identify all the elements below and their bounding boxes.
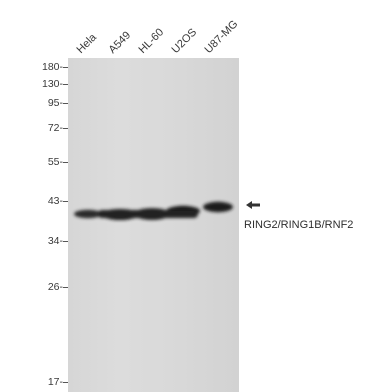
marker-tick	[63, 67, 68, 68]
marker-tick	[63, 287, 68, 288]
band-smear	[98, 210, 198, 218]
marker-tick	[63, 241, 68, 242]
marker-tick	[63, 382, 68, 383]
marker-34: 34-	[47, 235, 63, 247]
marker-130: 130-	[41, 78, 63, 90]
lane-label-hela: Hela	[74, 31, 99, 56]
band-group	[74, 201, 233, 220]
marker-17: 17-	[47, 376, 63, 388]
blot-bands	[74, 201, 233, 220]
marker-tick	[63, 162, 68, 163]
marker-72: 72-	[47, 122, 63, 134]
arrow-left-icon	[246, 201, 260, 209]
lane-label-u2os: U2OS	[169, 26, 200, 56]
lane-label-a549: A549	[106, 29, 134, 56]
marker-43: 43-	[47, 195, 63, 207]
target-protein-label: RING2/RING1B/RNF2	[244, 219, 354, 231]
lane-label-u87mg: U87-MG	[202, 18, 241, 56]
lane-label-hl60: HL-60	[136, 26, 167, 56]
marker-55: 55-	[47, 156, 63, 168]
marker-26: 26-	[47, 281, 63, 293]
band-hela	[74, 209, 102, 219]
marker-180: 180-	[41, 61, 63, 73]
marker-tick	[63, 201, 68, 202]
marker-tick	[63, 128, 68, 129]
marker-tick	[63, 84, 68, 85]
band-u87mg	[203, 201, 233, 213]
blot-membrane	[68, 58, 239, 392]
marker-95: 95-	[47, 97, 63, 109]
marker-tick	[63, 103, 68, 104]
